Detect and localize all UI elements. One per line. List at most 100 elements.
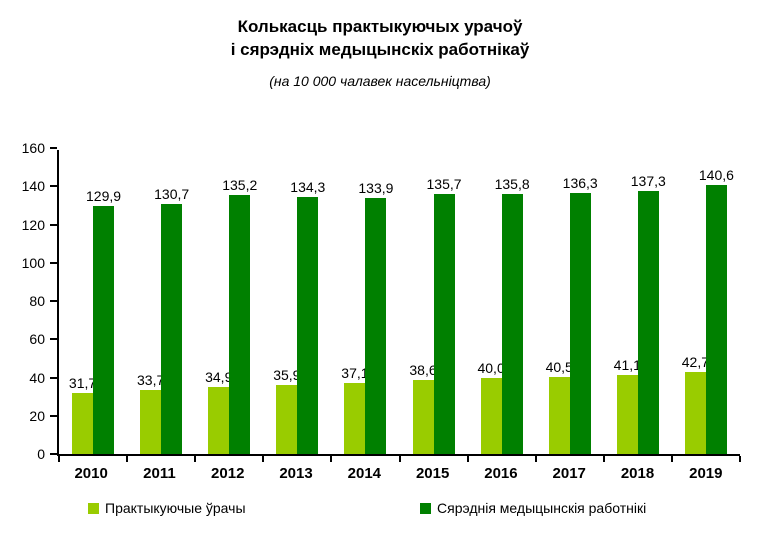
bar-group-2017: 40,5 136,3 <box>536 150 604 454</box>
x-axis-tick <box>398 456 401 462</box>
bar-value-label: 38,6 <box>409 362 437 379</box>
y-axis-tick <box>50 300 57 302</box>
bar-value-label: 40,0 <box>477 359 505 376</box>
bar-series1-2013: 35,9 <box>273 367 300 454</box>
x-axis-tick <box>466 456 469 462</box>
x-label-2011: 2011 <box>143 465 176 482</box>
bar-value-label: 134,3 <box>290 179 326 196</box>
bar-group-2011: 33,7 130,7 <box>127 150 195 454</box>
chart-subtitle: (на 10 000 чалавек насельніцтва) <box>269 72 491 89</box>
legend-label: Практыкуючые ўрачы <box>105 500 246 516</box>
y-axis-label: 120 <box>21 216 45 233</box>
x-axis-tick <box>739 456 741 462</box>
bar-series2-2013: 134,3 <box>290 179 325 454</box>
y-axis-tick <box>50 453 57 455</box>
bar-value-label: 129,9 <box>86 187 122 204</box>
y-axis-tick <box>50 376 57 379</box>
bar-series2-2015: 135,7 <box>426 176 462 454</box>
bar-series2-2019: 140,6 <box>699 167 734 454</box>
legend-item-1: Практыкуючые ўрачы <box>88 500 246 516</box>
y-axis-tick <box>50 414 57 417</box>
y-axis-label: 140 <box>21 178 45 195</box>
x-axis-labels: 2010 2011 2012 2013 2014 2015 2016 2017 2018 2019 <box>57 465 740 482</box>
bar-value-label: 137,3 <box>630 173 666 190</box>
bar-group-2012: 34,9 135,2 <box>195 150 263 454</box>
x-label-2016: 2016 <box>484 465 518 482</box>
bar-group-2010: 31,7 129,9 <box>59 150 127 454</box>
bar-value-label: 33,7 <box>137 371 165 388</box>
x-label-2014: 2014 <box>347 465 382 482</box>
legend-swatch-icon <box>420 502 431 514</box>
x-label-2015: 2015 <box>415 465 450 482</box>
bar-value-label: 40,5 <box>545 358 573 375</box>
y-axis-tick <box>50 261 57 264</box>
bar-value-label: 133,9 <box>358 179 394 196</box>
bar-value-label: 140,6 <box>698 167 734 184</box>
bar-value-label: 37,1 <box>341 365 369 382</box>
bar-value-label: 42,7 <box>681 354 710 371</box>
x-axis-tick <box>602 456 605 462</box>
y-axis-label: 160 <box>21 140 45 156</box>
x-label-2012: 2012 <box>211 465 245 482</box>
bar-series1-2016: 40,0 <box>477 360 505 454</box>
bar-group-2016: 40,0 135,8 <box>468 150 536 454</box>
bar-group-2013: 35,9 134,3 <box>263 150 331 454</box>
x-axis-tick <box>262 456 265 462</box>
bar-group-2014: 37,1 133,9 <box>331 150 399 454</box>
y-axis-tick <box>50 185 57 188</box>
bar-series2-2010: 129,9 <box>86 188 121 454</box>
bar-group-2018: 41,1 137,3 <box>604 150 672 454</box>
y-axis-label: 60 <box>29 331 45 348</box>
x-label-2010: 2010 <box>74 465 108 482</box>
y-axis-tick <box>50 147 57 149</box>
y-axis-label: 0 <box>37 446 45 462</box>
x-axis-tick <box>670 456 673 462</box>
bar-series2-2014: 133,9 <box>358 180 393 454</box>
plot-area: 31,7 129,9 33,7 130,7 34,9 135,2 35,9 134,3 37,1… <box>22 140 741 462</box>
y-axis-label: 40 <box>29 369 45 386</box>
x-label-2017: 2017 <box>552 465 586 482</box>
bar-value-label: 41,1 <box>613 357 641 374</box>
legend-label: Сярэднія медыцынскія работнікі <box>437 500 647 516</box>
bar-value-label: 135,7 <box>426 176 462 193</box>
bar-value-label: 34,9 <box>205 369 233 386</box>
bar-value-label: 31,7 <box>68 375 97 392</box>
bar-value-label: 135,2 <box>222 177 258 194</box>
bar-value-label: 130,7 <box>154 186 190 203</box>
bar-value-label: 136,3 <box>562 175 598 192</box>
x-axis-tick <box>330 456 333 462</box>
bar-series1-2015: 38,6 <box>409 362 437 454</box>
y-axis-tick <box>50 223 57 226</box>
y-axis-label: 100 <box>21 254 45 271</box>
x-axis-tick <box>58 456 60 462</box>
chart-title: Колькасць практыкуючых урачоў і сярэдніх… <box>230 17 530 59</box>
bar-series1-2010: 31,7 <box>69 375 96 454</box>
bar-series2-2018: 137,3 <box>631 173 666 454</box>
x-label-2013: 2013 <box>279 465 313 482</box>
y-axis-label: 80 <box>29 293 45 309</box>
bar-series1-2018: 41,1 <box>614 357 641 454</box>
bar-series1-2019: 42,7 <box>682 354 709 454</box>
bar-series1-2012: 34,9 <box>205 369 232 454</box>
bar-series2-2012: 135,2 <box>222 177 257 454</box>
bar-group-2015: 38,6 135,7 <box>399 150 467 454</box>
y-axis-tick <box>50 338 57 341</box>
y-axis-label: 20 <box>29 407 45 424</box>
legend: Практыкуючые ўрачы Сярэднія медыцынскія р… <box>0 500 760 520</box>
bar-group-2019: 42,7 140,6 <box>672 150 740 454</box>
legend-swatch-icon <box>88 502 99 514</box>
x-axis-tick <box>534 456 537 462</box>
chart-area: 31,7 129,9 33,7 130,7 34,9 135,2 35,9 134,3 37,1… <box>22 140 741 482</box>
bar-series2-2016: 135,8 <box>495 176 530 454</box>
x-label-2019: 2019 <box>689 465 723 482</box>
bar-series1-2011: 33,7 <box>137 372 164 454</box>
bar-value-label: 135,8 <box>494 176 530 193</box>
legend-item-2: Сярэднія медыцынскія работнікі <box>420 500 646 516</box>
bar-series1-2017: 40,5 <box>546 359 573 454</box>
bar-value-label: 35,9 <box>273 367 301 384</box>
x-label-2018: 2018 <box>620 465 655 482</box>
bar-series2-2011: 130,7 <box>154 186 189 454</box>
x-axis-tick <box>126 456 129 462</box>
bar-series2-2017: 136,3 <box>563 175 598 454</box>
